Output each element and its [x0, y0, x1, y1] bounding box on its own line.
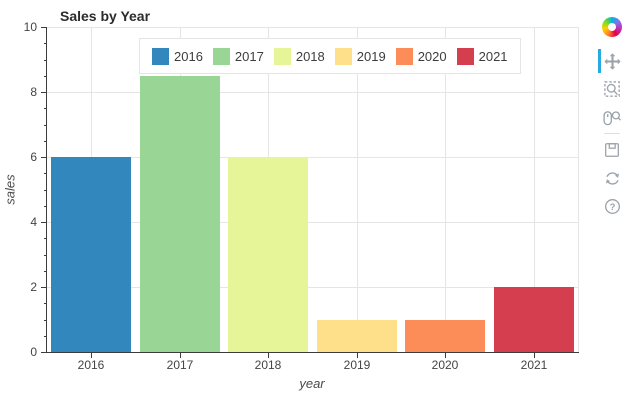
legend-item-2020[interactable]: 2020 — [395, 47, 447, 65]
y-minor-tick — [44, 59, 47, 61]
y-minor-tick — [44, 173, 47, 175]
legend-swatch-icon — [152, 47, 169, 65]
x-tick-label: 2021 — [520, 358, 548, 372]
legend-swatch-icon — [212, 47, 230, 65]
x-tick-label: 2017 — [166, 358, 194, 372]
x-tick-label: 2018 — [254, 358, 282, 372]
y-major-tick — [41, 157, 47, 158]
y-major-tick — [41, 287, 47, 288]
legend-label: 2020 — [417, 48, 447, 64]
x-tick-label: 2019 — [343, 358, 371, 372]
legend-swatch-icon — [273, 47, 291, 65]
legend-item-2018[interactable]: 2018 — [273, 47, 325, 65]
y-minor-tick — [44, 124, 47, 126]
chart-title: Sales by Year — [60, 8, 151, 24]
reset-icon — [605, 171, 619, 185]
y-major-tick — [41, 92, 47, 93]
y-tick-label: 2 — [30, 280, 37, 294]
legend-label: 2019 — [356, 48, 386, 64]
legend-item-2019[interactable]: 2019 — [334, 47, 386, 65]
pan-icon — [603, 52, 621, 70]
y-minor-tick — [44, 254, 47, 256]
y-minor-tick — [44, 335, 47, 337]
bar-2017[interactable] — [140, 75, 220, 352]
y-minor-tick — [44, 75, 47, 77]
gridline-horizontal — [47, 157, 578, 158]
bar-2018[interactable] — [228, 157, 308, 352]
y-minor-tick — [44, 319, 47, 321]
x-axis-title: year — [299, 376, 325, 391]
save-tool-button[interactable] — [598, 136, 626, 164]
y-tick-label: 8 — [30, 85, 37, 99]
legend-label: 2017 — [234, 48, 264, 64]
legend-swatch-icon — [395, 47, 413, 65]
gridline-vertical — [357, 27, 358, 352]
y-axis-line — [46, 27, 47, 353]
gridline-horizontal — [47, 222, 578, 223]
x-tick-label: 2016 — [77, 358, 105, 372]
bar-2021[interactable] — [494, 287, 574, 352]
legend-item-2016[interactable]: 2016 — [152, 47, 203, 65]
legend: 2016 2017 2018 2019 2020 2021 — [139, 38, 521, 74]
legend-label: 2021 — [478, 48, 508, 64]
x-major-tick — [268, 353, 269, 358]
legend-swatch-icon — [456, 47, 474, 65]
y-tick-label: 4 — [30, 215, 37, 229]
y-tick-label: 10 — [23, 20, 37, 34]
bokeh-toolbar: ? — [597, 17, 627, 220]
bar-2020[interactable] — [405, 319, 485, 352]
legend-label: 2016 — [174, 48, 203, 64]
x-major-tick — [357, 353, 358, 358]
box-zoom-icon — [603, 80, 620, 97]
help-icon: ? — [604, 198, 620, 214]
y-minor-tick — [44, 189, 47, 191]
bar-2016[interactable] — [51, 157, 131, 352]
legend-item-2017[interactable]: 2017 — [212, 47, 264, 65]
x-major-tick — [180, 353, 181, 358]
legend-swatch-icon — [334, 47, 352, 65]
bokeh-logo-icon[interactable] — [602, 17, 622, 37]
box-zoom-tool-button[interactable] — [598, 75, 626, 103]
svg-text:?: ? — [609, 201, 615, 212]
pan-tool-button[interactable] — [598, 47, 626, 75]
y-tick-label: 6 — [30, 150, 37, 164]
gridline-vertical — [534, 27, 535, 352]
y-minor-tick — [44, 140, 47, 142]
y-minor-tick — [44, 43, 47, 45]
x-major-tick — [445, 353, 446, 358]
help-tool-button[interactable]: ? — [598, 192, 626, 220]
y-tick-label: 0 — [30, 345, 37, 359]
legend-item-2021[interactable]: 2021 — [456, 47, 508, 65]
x-major-tick — [534, 353, 535, 358]
x-axis-line — [46, 352, 579, 353]
y-major-tick — [41, 352, 47, 353]
y-minor-tick — [44, 238, 47, 240]
bar-2019[interactable] — [317, 319, 397, 352]
x-tick-label: 2020 — [431, 358, 459, 372]
gridline-vertical — [445, 27, 446, 352]
y-minor-tick — [44, 270, 47, 272]
gridline-horizontal — [47, 287, 578, 288]
toolbar-separator — [604, 133, 620, 134]
y-major-tick — [41, 27, 47, 28]
wheel-zoom-icon — [603, 110, 621, 125]
reset-tool-button[interactable] — [598, 164, 626, 192]
gridline-horizontal — [47, 27, 578, 28]
x-major-tick — [91, 353, 92, 358]
save-icon — [605, 143, 619, 157]
y-major-tick — [41, 222, 47, 223]
wheel-zoom-tool-button[interactable] — [598, 103, 626, 131]
legend-label: 2018 — [295, 48, 325, 64]
y-minor-tick — [44, 108, 47, 110]
y-minor-tick — [44, 205, 47, 207]
gridline-horizontal — [47, 92, 578, 93]
y-minor-tick — [44, 303, 47, 305]
y-axis-title: sales — [2, 174, 18, 205]
